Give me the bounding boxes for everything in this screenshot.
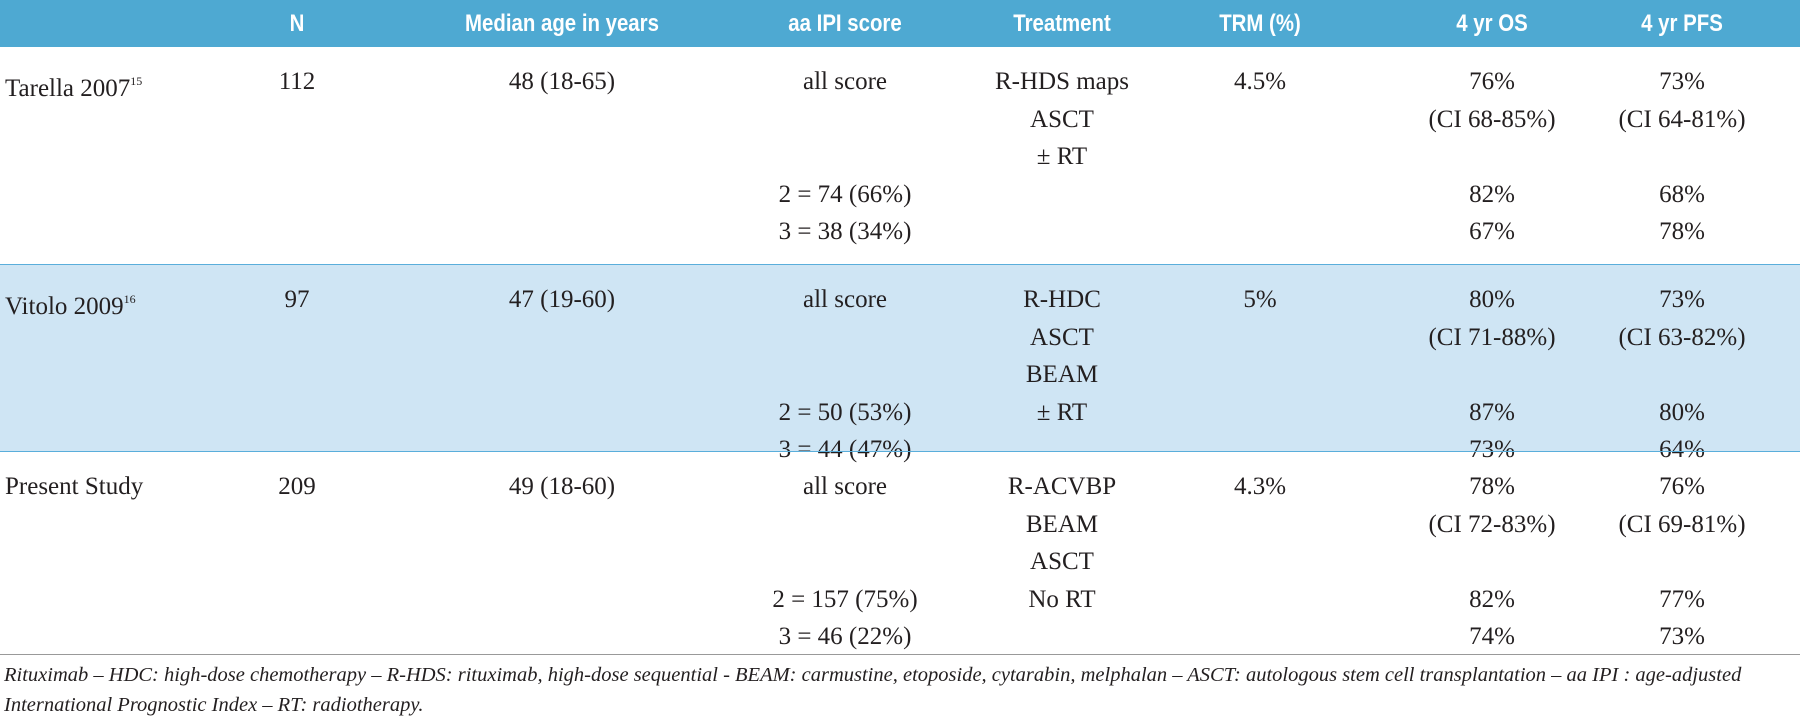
ipi-cell: all score xyxy=(803,68,887,95)
os-cell: (CI 68-85%) xyxy=(1428,105,1556,133)
ipi-cell: 3 = 38 (34%) xyxy=(778,218,912,245)
reference: 16 xyxy=(123,292,136,306)
treatment-cell: ± RT xyxy=(1036,398,1088,426)
study-name: Present Study xyxy=(5,468,265,506)
os-cell: (CI 72-83%) xyxy=(1428,510,1556,538)
trm-cell: 5% xyxy=(1243,286,1277,313)
pfs-cell: (CI 63-82%) xyxy=(1618,323,1746,351)
n-cell: 209 xyxy=(278,473,316,500)
age-cell: 48 (18-65) xyxy=(508,68,616,95)
pfs-cell: 73% xyxy=(1659,68,1705,95)
ipi-cell: all score xyxy=(803,473,887,500)
pfs-cell: (CI 69-81%) xyxy=(1618,510,1746,538)
ipi-cell: 2 = 157 (75%) xyxy=(772,585,918,613)
treatment-cell: ASCT xyxy=(1030,105,1094,133)
column-header: aa IPI score xyxy=(788,10,902,37)
column-header: N xyxy=(289,10,305,37)
age-cell: 49 (18-60) xyxy=(508,473,616,500)
os-cell: 82% xyxy=(1469,180,1515,208)
treatment-cell: ASCT xyxy=(1030,548,1094,575)
treatment-cell: R-ACVBP xyxy=(1007,473,1117,500)
table-row: Present Study 209 49 (18-60) all score R-ACV… xyxy=(0,451,1800,650)
treatment-cell: No RT xyxy=(1028,585,1096,613)
column-header: Treatment xyxy=(1013,10,1111,37)
study-label: Tarella 2007 xyxy=(5,75,131,102)
os-cell: 80% xyxy=(1469,286,1515,313)
treatment-cell: BEAM xyxy=(1025,361,1099,388)
os-cell: 67% xyxy=(1469,218,1515,245)
pfs-cell: 80% xyxy=(1659,398,1705,426)
rule xyxy=(0,654,1800,655)
ipi-cell: 3 = 44 (47%) xyxy=(778,436,912,463)
ipi-cell: 2 = 74 (66%) xyxy=(778,180,912,208)
header-row: N Median age in years (range) aa IPI score… xyxy=(0,0,1800,84)
table-row: Vitolo 200916 97 47 (19-60) all score R-HDC A… xyxy=(0,264,1800,463)
os-cell: 76% xyxy=(1469,68,1515,95)
study-label: Present Study xyxy=(5,473,144,500)
treatment-cell: R-HDS maps xyxy=(994,68,1130,95)
os-cell: (CI 71-88%) xyxy=(1428,323,1556,351)
os-cell: 78% xyxy=(1469,473,1515,500)
age-cell: 47 (19-60) xyxy=(508,286,616,313)
column-header: Median age in years (range) xyxy=(465,10,659,84)
reference: 15 xyxy=(130,74,143,88)
pfs-cell: 77% xyxy=(1659,585,1705,613)
column-header: 4 yr OS xyxy=(1456,10,1528,37)
treatment-cell: ASCT xyxy=(1030,323,1094,351)
pfs-cell: 68% xyxy=(1659,180,1705,208)
treatment-cell: BEAM xyxy=(1025,510,1099,538)
treatment-cell: R-HDC xyxy=(1023,286,1101,313)
treatment-cell: ± RT xyxy=(1036,143,1088,170)
os-cell: 74% xyxy=(1469,623,1515,650)
trm-cell: 4.5% xyxy=(1233,68,1287,95)
pfs-cell: 76% xyxy=(1659,473,1705,500)
study-label: Vitolo 2009 xyxy=(5,293,124,320)
pfs-cell: 78% xyxy=(1659,218,1705,245)
ipi-cell: 2 = 50 (53%) xyxy=(778,398,912,426)
study-name: Tarella 200715 xyxy=(5,63,265,102)
pfs-cell: 64% xyxy=(1659,436,1705,463)
trm-cell: 4.3% xyxy=(1233,473,1287,500)
os-cell: 87% xyxy=(1469,398,1515,426)
os-cell: 82% xyxy=(1469,585,1515,613)
column-header: 4 yr PFS xyxy=(1641,10,1723,37)
pfs-cell: (CI 64-81%) xyxy=(1618,105,1746,133)
column-header: TRM (%) xyxy=(1219,10,1301,37)
footnote: Rituximab – HDC: high-dose chemotherapy … xyxy=(4,664,1742,716)
pfs-cell: 73% xyxy=(1659,623,1705,650)
study-name: Vitolo 200916 xyxy=(5,281,265,320)
n-cell: 97 xyxy=(284,286,310,313)
n-cell: 112 xyxy=(278,68,316,95)
table-row: Tarella 200715 112 48 (18-65) all score R-HD… xyxy=(0,47,1800,245)
pfs-cell: 73% xyxy=(1659,286,1705,313)
ipi-cell: all score xyxy=(803,286,887,313)
os-cell: 73% xyxy=(1469,436,1515,463)
ipi-cell: 3 = 46 (22%) xyxy=(778,623,912,650)
